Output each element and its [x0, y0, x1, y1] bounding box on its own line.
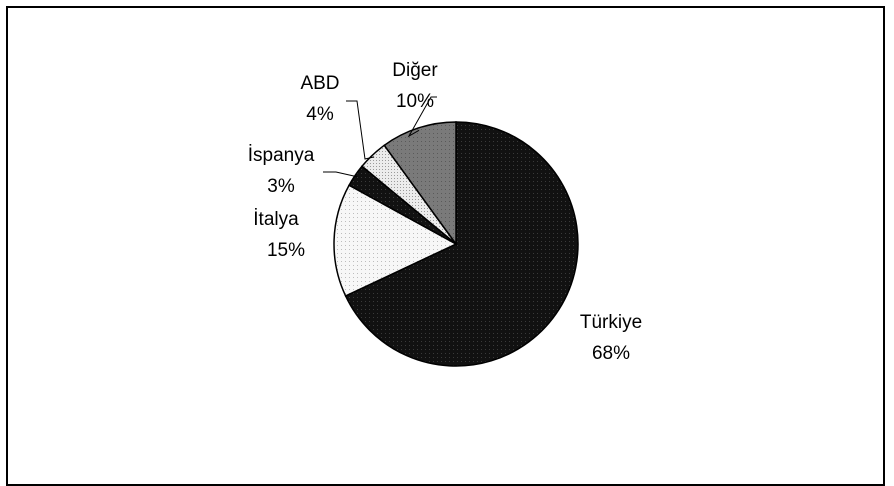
- pie-slices: [333, 121, 579, 367]
- label-value: 10%: [396, 91, 434, 112]
- pie-slice-t-rkiye: [344, 121, 579, 367]
- label-value: 68%: [592, 343, 630, 364]
- label-name: Türkiye: [580, 312, 642, 333]
- pie-label-abd: ABD 4%: [300, 73, 339, 125]
- leader-line-i-spanya: [323, 171, 358, 178]
- pie-label-diger: Diğer 10%: [392, 60, 438, 112]
- leader-lines: [323, 96, 437, 178]
- pie-label-italya: İtalya 15%: [253, 209, 305, 261]
- label-value: 15%: [267, 240, 305, 261]
- pie-label-turkiye: Türkiye 68%: [580, 312, 642, 364]
- leader-line-di-er: [407, 96, 437, 138]
- label-value: 4%: [306, 104, 334, 125]
- pie-label-ispanya: İspanya 3%: [248, 145, 315, 197]
- label-value: 3%: [267, 176, 295, 197]
- pie-slice-di-er: [383, 121, 457, 247]
- label-name: İtalya: [253, 209, 299, 230]
- label-name: İspanya: [248, 145, 315, 166]
- leader-line-abd: [346, 100, 375, 160]
- label-name: ABD: [300, 73, 339, 94]
- pie-slice-i-talya: [333, 184, 458, 297]
- label-name: Diğer: [392, 60, 438, 81]
